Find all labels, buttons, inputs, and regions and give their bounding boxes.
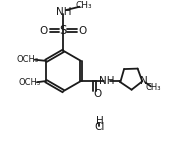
Text: CH₃: CH₃ [76, 1, 93, 10]
Text: N: N [140, 76, 148, 86]
Text: CH₃: CH₃ [145, 83, 161, 92]
Text: O: O [93, 89, 101, 99]
Text: NH: NH [56, 7, 71, 17]
Text: O: O [40, 26, 48, 36]
Text: OCH₃: OCH₃ [17, 55, 39, 64]
Text: S: S [60, 24, 67, 37]
Text: H: H [96, 116, 103, 126]
Text: OCH₃: OCH₃ [19, 78, 41, 87]
Text: O: O [79, 26, 87, 36]
Text: Cl: Cl [94, 122, 105, 132]
Text: NH: NH [99, 76, 115, 86]
